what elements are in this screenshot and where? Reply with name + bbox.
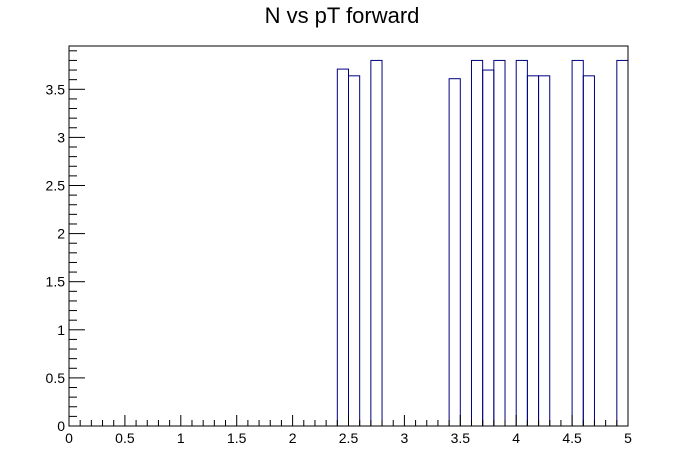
x-tick-label: 0 bbox=[65, 430, 73, 446]
x-tick-label: 5 bbox=[624, 430, 632, 446]
y-tick-label: 2 bbox=[57, 226, 65, 242]
y-tick-label: 0 bbox=[57, 418, 65, 434]
plot-frame bbox=[68, 45, 629, 427]
x-tick-label: 3 bbox=[401, 430, 409, 446]
x-tick-label: 1 bbox=[177, 430, 185, 446]
histogram-bin-5 bbox=[482, 69, 495, 427]
histogram-bin-11 bbox=[582, 75, 595, 427]
axes: 0 0.5 1 1.5 2 2.5 3 3.5 4 4.5 5 0 0.5 1 1.5 2 2.5 3 3.5 bbox=[46, 50, 632, 446]
histogram-bin-3 bbox=[448, 78, 461, 427]
x-tick-label: 4.5 bbox=[562, 430, 582, 446]
histogram-bin-7 bbox=[515, 59, 528, 427]
histogram-bin-8 bbox=[526, 75, 540, 427]
y-tick-label: 2.5 bbox=[46, 177, 66, 193]
x-tick-label: 0.5 bbox=[115, 430, 135, 446]
histogram-bin-9 bbox=[538, 75, 551, 427]
y-tick-label: 3 bbox=[57, 129, 65, 145]
chart-title: N vs pT forward bbox=[265, 3, 420, 28]
y-tick-label: 1 bbox=[57, 322, 65, 338]
y-tick-label: 3.5 bbox=[46, 81, 66, 97]
histogram-bin-12 bbox=[616, 59, 629, 427]
y-tick-label: 1.5 bbox=[46, 274, 66, 290]
x-tick-label: 2.5 bbox=[339, 430, 359, 446]
y-tick-label: 0.5 bbox=[46, 370, 66, 386]
histogram-bin-4 bbox=[470, 59, 484, 427]
histogram-bin-2 bbox=[370, 59, 383, 427]
x-tick-label: 3.5 bbox=[451, 430, 471, 446]
histogram-bin-0 bbox=[336, 68, 350, 427]
x-tick-label: 1.5 bbox=[227, 430, 247, 446]
histogram-bin-1 bbox=[348, 75, 361, 427]
histogram-bin-6 bbox=[493, 59, 506, 427]
histogram-bars bbox=[336, 59, 629, 427]
x-tick-label: 4 bbox=[512, 430, 520, 446]
x-tick-label: 2 bbox=[289, 430, 297, 446]
histogram-bin-10 bbox=[571, 59, 584, 427]
